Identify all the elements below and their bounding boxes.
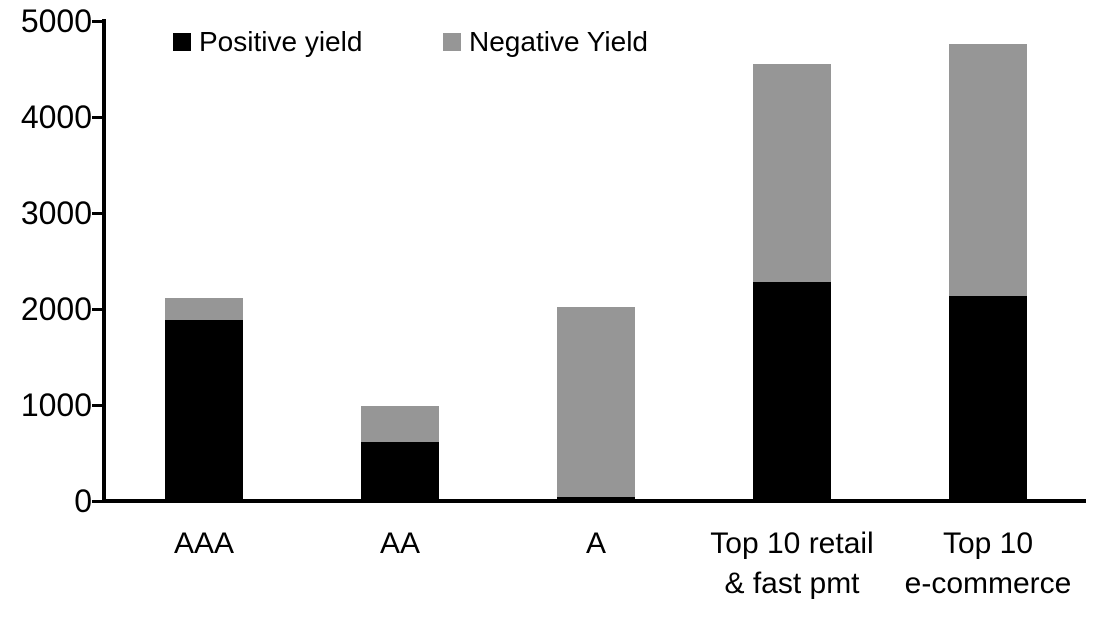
bar-segment-negative bbox=[753, 64, 831, 283]
y-axis-tick-label: 4000 bbox=[20, 99, 92, 135]
y-axis-tick-label: 3000 bbox=[20, 195, 92, 231]
legend-swatch-negative-icon bbox=[443, 33, 461, 51]
legend-swatch-positive-icon bbox=[173, 33, 191, 51]
y-axis-tick bbox=[92, 20, 106, 23]
legend-label-positive: Positive yield bbox=[199, 26, 363, 57]
bar-segment-negative bbox=[949, 44, 1027, 296]
x-axis-label: A bbox=[585, 527, 606, 560]
y-axis-tick bbox=[92, 116, 106, 119]
y-axis-line bbox=[102, 19, 106, 503]
bar-segment-positive bbox=[165, 319, 243, 501]
bar-segment-negative bbox=[165, 298, 243, 320]
bar-segment-positive bbox=[753, 282, 831, 501]
y-axis-tick bbox=[92, 308, 106, 311]
x-axis-line bbox=[102, 499, 1086, 503]
y-axis-tick-label: 0 bbox=[74, 483, 92, 519]
legend-item-negative: Negative Yield bbox=[443, 28, 648, 56]
y-axis-tick-label: 5000 bbox=[20, 3, 92, 39]
bar-segment-negative bbox=[361, 405, 439, 443]
bar-segment-positive bbox=[361, 442, 439, 501]
legend-label-negative: Negative Yield bbox=[469, 26, 649, 57]
bar-segment-negative bbox=[557, 307, 635, 498]
y-axis-tick bbox=[92, 500, 106, 503]
y-axis-tick-label: 2000 bbox=[20, 291, 92, 327]
y-axis-tick-label: 1000 bbox=[20, 387, 92, 423]
x-axis-label: AAA bbox=[173, 527, 235, 560]
y-axis-tick bbox=[92, 404, 106, 407]
x-axis-label: Top 10 retail & fast pmt bbox=[710, 527, 874, 600]
x-axis-label: AA bbox=[379, 527, 421, 560]
legend-item-positive: Positive yield bbox=[173, 28, 362, 56]
bar-segment-positive bbox=[949, 295, 1027, 501]
y-axis-tick bbox=[92, 212, 106, 215]
x-axis-label: Top 10 e-commerce bbox=[904, 527, 1072, 600]
